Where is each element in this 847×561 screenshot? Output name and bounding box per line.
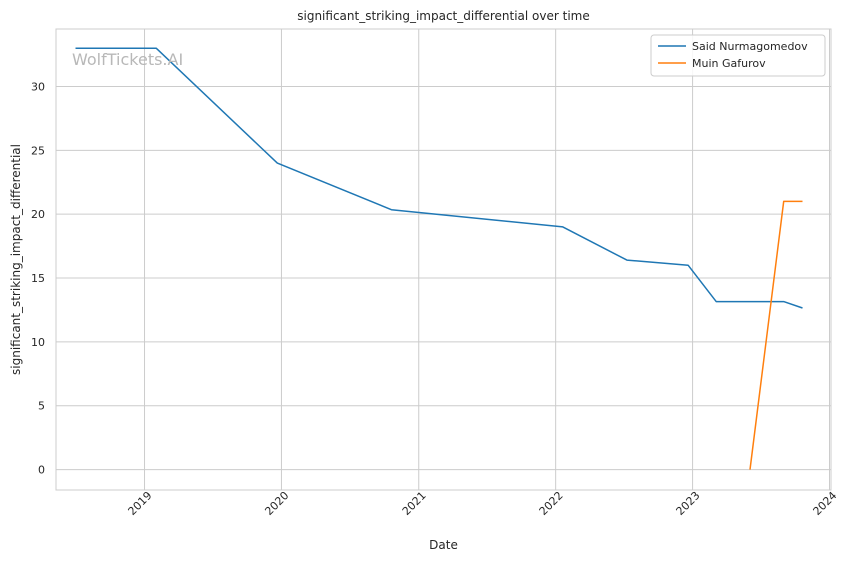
legend-entry: Muin Gafurov — [692, 57, 766, 70]
x-tick-label: 2022 — [537, 489, 566, 518]
plot-frame — [55, 28, 832, 491]
y-tick-label: 20 — [31, 208, 45, 221]
series-line-1 — [75, 47, 803, 309]
plot-area — [56, 29, 831, 490]
y-tick-label: 5 — [38, 400, 45, 413]
legend-box — [650, 34, 826, 77]
chart-title: significant_striking_impact_differential… — [297, 9, 589, 23]
x-axis-label: Date — [429, 538, 458, 552]
y-tick-label: 10 — [31, 336, 45, 349]
y-axis-label: significant_striking_impact_differential — [9, 144, 23, 375]
x-tick-label: 2024 — [811, 489, 840, 518]
y-axis-ticks: 0 5 10 15 20 25 30 — [31, 80, 45, 476]
y-tick-label: 30 — [31, 80, 45, 93]
series-line-2 — [749, 200, 803, 470]
legend: Said Nurmagomedov Muin Gafurov — [650, 34, 826, 77]
y-tick-label: 0 — [38, 464, 45, 477]
y-tick-label: 25 — [31, 144, 45, 157]
legend-entry: Said Nurmagomedov — [692, 40, 808, 53]
x-tick-label: 2021 — [400, 489, 429, 518]
watermark: WolfTickets.AI — [72, 50, 183, 69]
series-layer — [75, 47, 803, 470]
x-axis-ticks: 2019 2020 2021 2022 2023 2024 — [126, 489, 840, 518]
grid-lines — [56, 29, 831, 490]
x-tick-label: 2019 — [126, 489, 155, 518]
y-tick-label: 15 — [31, 272, 45, 285]
x-tick-label: 2023 — [674, 489, 703, 518]
x-tick-label: 2020 — [262, 489, 291, 518]
